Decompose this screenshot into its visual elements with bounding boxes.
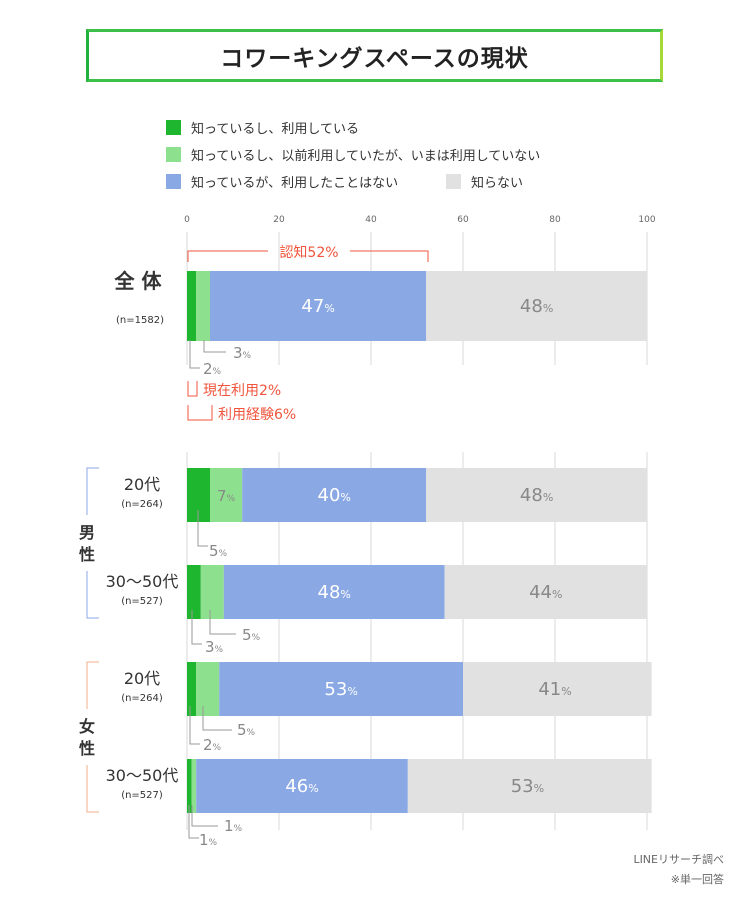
- bracket-line: [187, 250, 268, 262]
- chart-title: コワーキングスペースの現状: [86, 29, 663, 82]
- sample-size-label: (n=527): [121, 790, 163, 801]
- bar-segment-not-used: [210, 271, 427, 341]
- answer-note: ※単一回答: [670, 873, 724, 886]
- legend-item-using: 知っているし、利用している: [166, 118, 359, 137]
- data-label-not-used: 40%: [318, 485, 351, 506]
- callout-label-using: 2%: [203, 360, 222, 378]
- data-label-unaware: 53%: [511, 776, 544, 797]
- legend-swatch-using: [166, 119, 181, 135]
- callout-line: [189, 706, 200, 745]
- callout-line: [202, 706, 232, 731]
- legend-swatch-not-used: [166, 173, 181, 189]
- bar-segment-not-used: [242, 468, 427, 522]
- callout-line: [191, 610, 202, 645]
- awareness-annotation: 認知52%: [279, 244, 338, 261]
- callout-line: [188, 805, 199, 839]
- x-tick-label: 100: [638, 215, 655, 225]
- source-note: LINEリサーチ調べ: [633, 853, 724, 866]
- bar-segment-using: [187, 271, 197, 341]
- callout-line: [189, 340, 200, 369]
- bar-segment-using: [187, 468, 210, 522]
- group-label-male-2: 性: [79, 545, 95, 564]
- bar-segment-unaware: [426, 468, 647, 522]
- x-tick-label: 60: [457, 215, 469, 225]
- callout-line: [197, 510, 208, 547]
- bar-segment-not-used: [196, 759, 408, 813]
- category-label: 20代: [124, 669, 160, 688]
- bar-segment-unaware: [444, 565, 647, 619]
- bracket-line: [187, 405, 213, 421]
- data-label-used-before: 7%: [217, 487, 236, 505]
- legend-item-not-used: 知っているが、利用したことはない: [166, 172, 399, 191]
- data-label-unaware: 48%: [520, 296, 553, 317]
- bar-segment-using: [187, 759, 192, 813]
- bar-segment-used-before: [200, 565, 224, 619]
- sample-size-label: (n=264): [121, 499, 163, 510]
- legend-item-unaware: 知らない: [446, 172, 524, 191]
- bar-segment-used-before: [191, 759, 197, 813]
- legend-item-used-before: 知っているし、以前利用していたが、いまは利用していない: [166, 145, 541, 164]
- legend-label-not-used: 知っているが、利用したことはない: [191, 175, 399, 191]
- sample-size-label: (n=1582): [116, 315, 164, 326]
- category-label: 30〜50代: [106, 766, 179, 785]
- data-label-unaware: 44%: [529, 582, 562, 603]
- callout-label-using: 2%: [203, 736, 222, 754]
- callout-line: [191, 805, 218, 827]
- legend-swatch-unaware: [446, 173, 461, 189]
- callout-label-used-before: 3%: [233, 344, 252, 362]
- sample-size-label: (n=527): [121, 596, 163, 607]
- bar-segment-unaware: [407, 759, 652, 813]
- experience-annotation: 利用経験6%: [218, 407, 296, 423]
- callout-label-using: 5%: [209, 542, 228, 560]
- x-tick-label: 80: [549, 215, 561, 225]
- group-label-female-2: 性: [79, 739, 95, 758]
- group-label-male-1: 男: [79, 523, 95, 542]
- group-label-bg: [76, 709, 98, 765]
- bar-segment-using: [187, 565, 201, 619]
- callout-label-used-before: 1%: [224, 817, 243, 835]
- bar-segment-not-used: [223, 565, 445, 619]
- callout-label-used-before: 5%: [242, 626, 261, 644]
- current-use-annotation: 現在利用2%: [203, 383, 281, 399]
- sample-size-label: (n=264): [121, 693, 163, 704]
- bar-segment-unaware: [463, 662, 652, 716]
- bracket-line: [350, 250, 429, 262]
- bar-segment-not-used: [219, 662, 463, 716]
- group-label-female-1: 女: [79, 717, 95, 736]
- callout-label-used-before: 5%: [237, 721, 256, 739]
- callout-line: [203, 340, 226, 353]
- callout-label-using: 3%: [205, 638, 224, 656]
- data-label-not-used: 48%: [318, 582, 351, 603]
- x-tick-label: 40: [365, 215, 377, 225]
- category-label: 20代: [124, 475, 160, 494]
- data-label-unaware: 48%: [520, 485, 553, 506]
- x-tick-label: 0: [184, 215, 190, 225]
- callout-line: [209, 610, 236, 635]
- callout-label-using: 1%: [199, 831, 218, 849]
- legend-label-used-before: 知っているし、以前利用していたが、いまは利用していない: [191, 148, 541, 164]
- bar-segment-used-before: [210, 468, 243, 522]
- data-label-unaware: 41%: [538, 679, 571, 700]
- data-label-not-used: 46%: [285, 776, 318, 797]
- legend-label-unaware: 知らない: [471, 175, 524, 191]
- legend-swatch-used-before: [166, 146, 181, 162]
- bracket-line: [187, 381, 198, 397]
- x-tick-label: 20: [273, 215, 285, 225]
- category-label: 全 体: [114, 269, 163, 293]
- data-label-not-used: 53%: [324, 679, 357, 700]
- legend-label-using: 知っているし、利用している: [191, 121, 359, 137]
- category-label: 30〜50代: [106, 572, 179, 591]
- bar-segment-used-before: [196, 662, 220, 716]
- bar-segment-using: [187, 662, 197, 716]
- bar-segment-unaware: [426, 271, 647, 341]
- data-label-not-used: 47%: [301, 296, 334, 317]
- group-label-bg: [76, 515, 98, 571]
- bar-segment-used-before: [196, 271, 210, 341]
